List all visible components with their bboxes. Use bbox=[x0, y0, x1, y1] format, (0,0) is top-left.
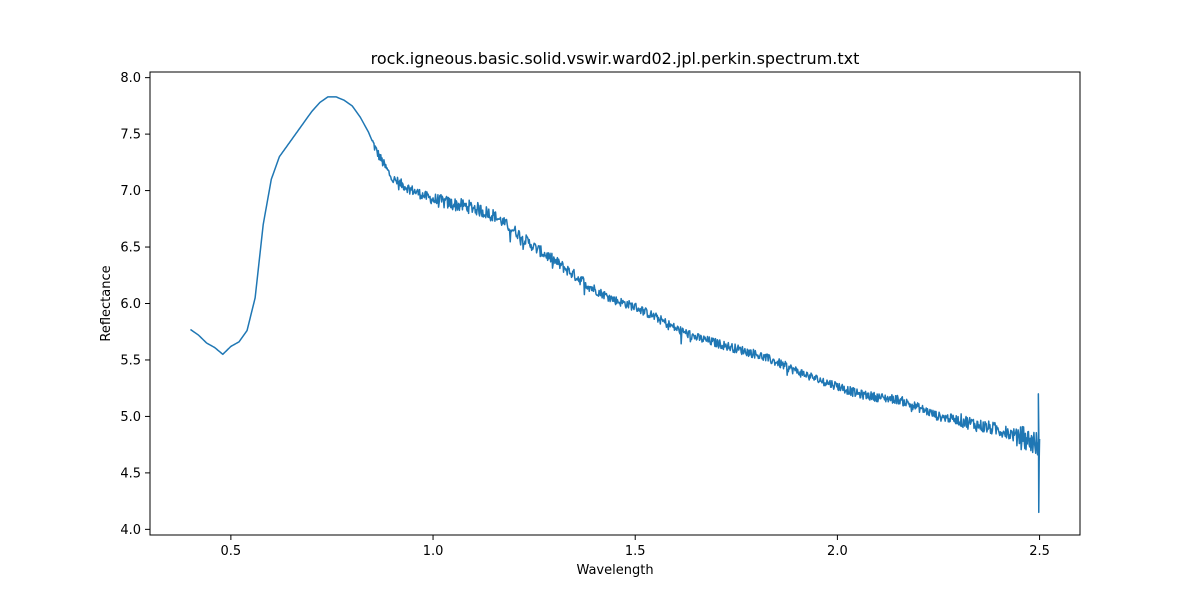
y-tick-label: 7.5 bbox=[120, 128, 141, 143]
y-tick-label: 7.0 bbox=[120, 184, 141, 199]
y-tick-label: 8.0 bbox=[120, 71, 141, 86]
x-tick-label: 2.5 bbox=[1029, 544, 1050, 559]
y-tick-label: 6.0 bbox=[120, 297, 141, 312]
y-tick-label: 6.5 bbox=[120, 241, 141, 256]
series-line bbox=[190, 96, 1041, 514]
x-tick-label: 2.0 bbox=[827, 544, 848, 559]
x-axis-ticks: 0.5 1.0 1.5 2.0 2.5 bbox=[221, 535, 1050, 559]
x-tick-label: 0.5 bbox=[221, 544, 242, 559]
y-tick-label: 4.0 bbox=[120, 523, 141, 538]
chart-title: rock.igneous.basic.solid.vswir.ward02.jp… bbox=[371, 49, 860, 68]
y-tick-label: 4.5 bbox=[120, 466, 141, 481]
y-axis-ticks: 4.0 4.5 5.0 5.5 6.0 6.5 7.0 7.5 8.0 bbox=[120, 71, 150, 538]
y-axis-label: Reflectance bbox=[99, 265, 114, 341]
x-tick-label: 1.5 bbox=[625, 544, 646, 559]
series-layer bbox=[190, 96, 1041, 514]
x-axis-label: Wavelength bbox=[576, 563, 653, 578]
x-tick-label: 1.0 bbox=[423, 544, 444, 559]
y-tick-label: 5.5 bbox=[120, 353, 141, 368]
y-tick-label: 5.0 bbox=[120, 410, 141, 425]
axes-frame bbox=[149, 71, 1081, 536]
